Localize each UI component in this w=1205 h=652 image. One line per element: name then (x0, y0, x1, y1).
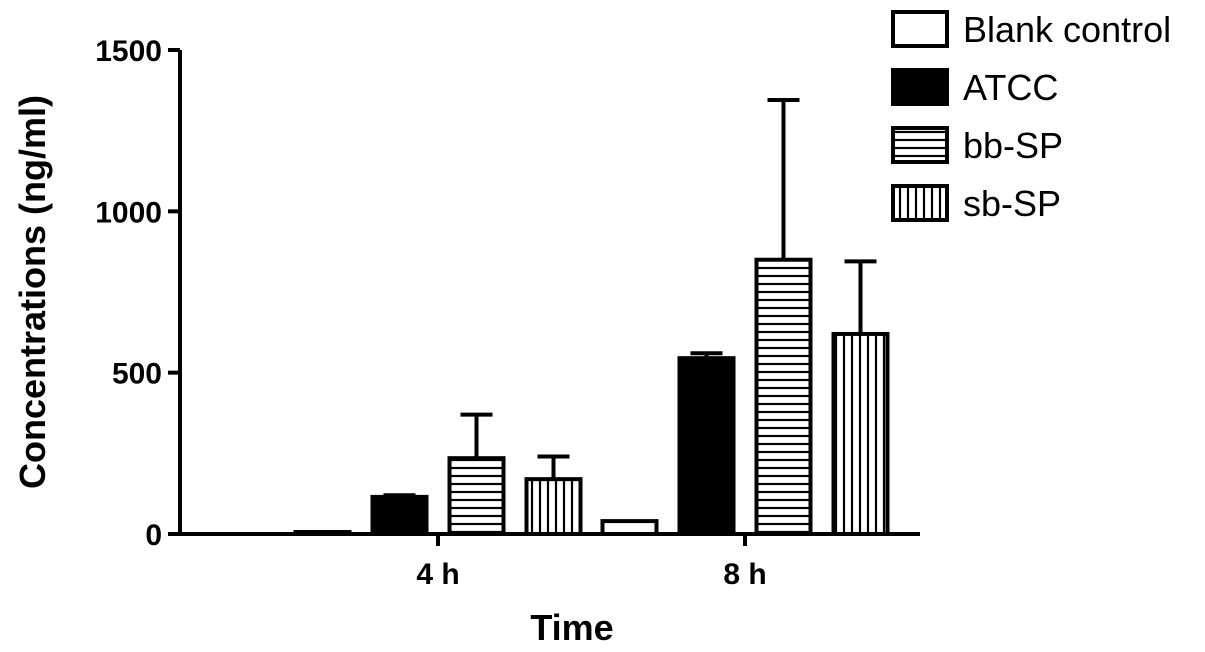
legend-label: ATCC (963, 67, 1058, 108)
legend-label: sb-SP (963, 183, 1061, 224)
y-tick-label: 500 (112, 358, 162, 391)
legend-swatch (891, 126, 949, 164)
legend-label: Blank control (963, 9, 1171, 50)
bar (293, 530, 352, 536)
plot-area: 0 500 1000 1500 4 h 8 h (95, 35, 920, 591)
legend-swatch (891, 10, 949, 48)
legend-swatch (891, 68, 949, 106)
bar (600, 519, 659, 536)
x-axis-label: Time (530, 607, 613, 648)
legend-label: bb-SP (963, 125, 1063, 166)
bar (447, 456, 506, 537)
y-tick-label: 0 (145, 519, 162, 552)
legend-swatch (891, 184, 949, 222)
bar (677, 356, 736, 536)
x-tick-label: 4 h (416, 558, 459, 591)
bar (370, 494, 429, 537)
legend: Blank control ATCC bb-SP sb-SP (891, 9, 1171, 224)
bar (831, 331, 890, 536)
x-tick-label: 8 h (723, 558, 766, 591)
y-tick-label: 1500 (95, 35, 162, 68)
bar (524, 477, 583, 536)
bar (754, 257, 813, 536)
y-tick-label: 1000 (95, 196, 162, 229)
y-axis-label: Concentrations (ng/ml) (12, 95, 53, 489)
